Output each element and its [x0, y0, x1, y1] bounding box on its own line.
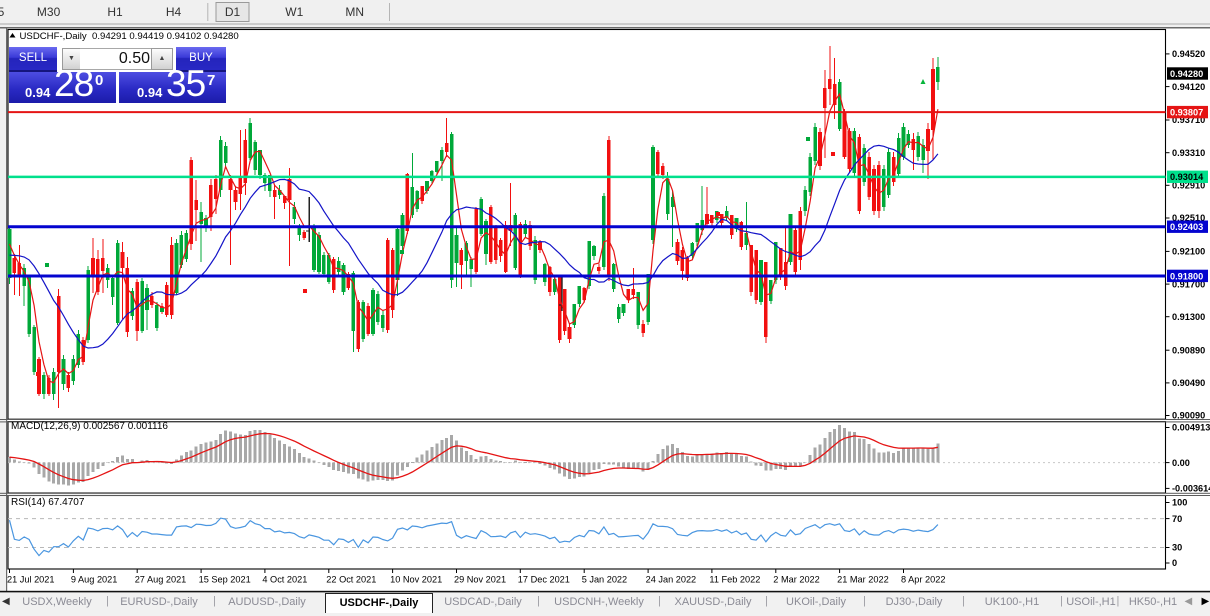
- svg-text:D1: D1: [225, 5, 241, 19]
- svg-text:0.91800: 0.91800: [1170, 271, 1203, 281]
- svg-text:0.93807: 0.93807: [1170, 108, 1203, 118]
- svg-text:24 Jan 2022: 24 Jan 2022: [646, 575, 697, 585]
- svg-text:0.93710: 0.93710: [1172, 115, 1205, 125]
- svg-text:H1: H1: [107, 5, 123, 19]
- svg-text:MACD(12,26,9) 0.002567 0.00111: MACD(12,26,9) 0.002567 0.001116: [11, 421, 168, 432]
- svg-text:0.90490: 0.90490: [1172, 378, 1205, 388]
- svg-text:2 Mar 2022: 2 Mar 2022: [773, 575, 819, 585]
- svg-text:21 Mar 2022: 21 Mar 2022: [837, 575, 889, 585]
- svg-text:5 Jan 2022: 5 Jan 2022: [582, 575, 627, 585]
- svg-text:0.93014: 0.93014: [1170, 172, 1204, 182]
- svg-text:4 Oct 2021: 4 Oct 2021: [262, 575, 307, 585]
- svg-text:0.92910: 0.92910: [1172, 181, 1205, 191]
- svg-text:5: 5: [0, 5, 5, 19]
- svg-text:17 Dec 2021: 17 Dec 2021: [518, 575, 570, 585]
- svg-text:W1: W1: [285, 5, 303, 19]
- svg-text:0.92100: 0.92100: [1172, 247, 1205, 257]
- svg-text:0.92510: 0.92510: [1172, 213, 1205, 223]
- svg-text:M30: M30: [37, 5, 61, 19]
- svg-text:11 Feb 2022: 11 Feb 2022: [709, 575, 760, 585]
- svg-text:15 Sep 2021: 15 Sep 2021: [199, 575, 251, 585]
- svg-text:H4: H4: [166, 5, 182, 19]
- svg-text:27 Aug 2021: 27 Aug 2021: [135, 575, 187, 585]
- svg-text:100: 100: [1172, 498, 1187, 508]
- svg-text:RSI(14) 67.4707: RSI(14) 67.4707: [11, 497, 85, 508]
- svg-text:0.94120: 0.94120: [1172, 82, 1205, 92]
- svg-text:0.93310: 0.93310: [1172, 148, 1205, 158]
- svg-text:0.94280: 0.94280: [1170, 69, 1203, 79]
- svg-text:30: 30: [1172, 543, 1182, 553]
- svg-text:USDCHF-,Daily 0.94291 0.94419: USDCHF-,Daily 0.94291 0.94419 0.94102 0.…: [20, 31, 239, 42]
- svg-text:0.92403: 0.92403: [1170, 222, 1203, 232]
- svg-text:0.90890: 0.90890: [1172, 345, 1205, 355]
- svg-text:-0.003614: -0.003614: [1172, 484, 1210, 494]
- svg-text:9 Aug 2021: 9 Aug 2021: [71, 575, 118, 585]
- svg-text:0.94520: 0.94520: [1172, 49, 1205, 59]
- svg-text:0.004913: 0.004913: [1172, 423, 1210, 433]
- svg-text:21 Jul 2021: 21 Jul 2021: [7, 575, 55, 585]
- svg-text:0.90090: 0.90090: [1172, 411, 1205, 421]
- svg-text:MN: MN: [345, 5, 364, 19]
- svg-text:8 Apr 2022: 8 Apr 2022: [901, 575, 945, 585]
- svg-text:10 Nov 2021: 10 Nov 2021: [390, 575, 442, 585]
- svg-text:22 Oct 2021: 22 Oct 2021: [326, 575, 376, 585]
- svg-text:0: 0: [1172, 558, 1177, 568]
- svg-text:0.91300: 0.91300: [1172, 312, 1205, 322]
- svg-text:0.91700: 0.91700: [1172, 279, 1205, 289]
- svg-text:29 Nov 2021: 29 Nov 2021: [454, 575, 506, 585]
- svg-text:70: 70: [1172, 514, 1182, 524]
- svg-text:0.00: 0.00: [1172, 458, 1190, 468]
